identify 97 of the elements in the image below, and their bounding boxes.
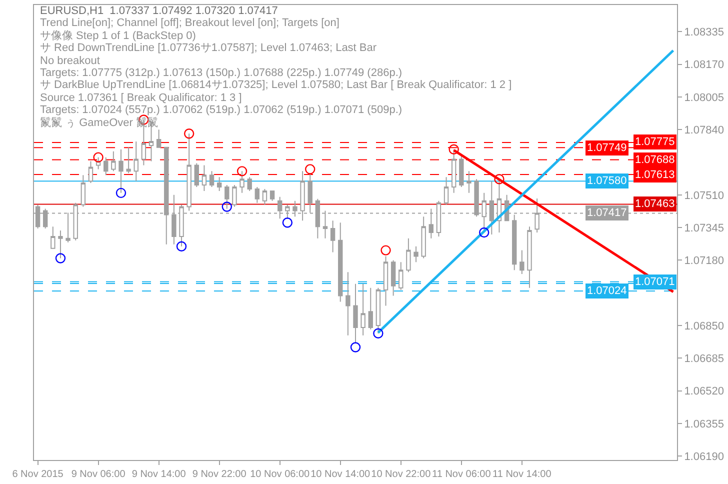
point (236, 166, 248, 176)
candlestick (104, 156, 108, 176)
candlestick (156, 129, 162, 148)
point (116, 188, 126, 198)
annotation: サ Red DownTrendLine [1.07736サ1.07587]; Level 1.07463; Last Bar (40, 42, 377, 54)
point (350, 342, 361, 352)
x-tick-label: 9 Nov 06:00 (71, 469, 126, 480)
candlestick (459, 154, 464, 188)
candlestick (520, 250, 524, 275)
ref-line-label: 1.07775 (635, 136, 675, 148)
x-tick-label: 11 Nov 14:00 (492, 469, 552, 480)
point (380, 245, 391, 256)
candlestick (444, 176, 449, 206)
ref-line-label: 1.07417 (587, 207, 627, 219)
ref-line-label: 1.07749 (587, 142, 627, 154)
point (222, 202, 232, 212)
x-tick-label: 10 Nov 14:00 (310, 469, 371, 480)
point (176, 241, 187, 252)
candlestick (50, 226, 56, 249)
point (479, 227, 490, 238)
candlestick (202, 164, 207, 192)
candlestick (88, 160, 94, 184)
y-tick-label: 1.07345 (684, 222, 724, 234)
ref-line-label: 1.07580 (587, 175, 627, 187)
point (93, 152, 104, 162)
candlestick (489, 180, 494, 235)
point (55, 253, 66, 264)
ref-line-label: 1.07688 (635, 154, 675, 166)
candlestick (398, 262, 404, 290)
chart-title: EURUSD,H1 1.07337 1.07492 1.07320 1.07417 (40, 5, 278, 17)
candlestick (240, 170, 244, 194)
candlestick (360, 283, 366, 336)
annotation: サ像像 Step 1 of 1 (BackStep 0) (40, 30, 196, 42)
candlestick (368, 287, 373, 330)
candlestick (527, 226, 532, 288)
candlestick (466, 170, 472, 194)
candlestick (346, 272, 350, 336)
ref-line-label: 1.07024 (587, 285, 627, 297)
annotation: Source 1.07361 [ Break Qualificator: 1 3 ] (40, 92, 242, 104)
candlestick (451, 148, 456, 194)
y-tick-label: 1.07180 (684, 255, 724, 268)
candlestick (58, 230, 63, 259)
candlestick (338, 222, 343, 302)
ref-line-label: 1.07463 (635, 198, 675, 210)
point (448, 144, 459, 155)
candlestick (247, 176, 252, 192)
x-tick-label: 6 Nov 2015 (12, 469, 64, 480)
candlestick (111, 150, 116, 172)
candlestick (118, 148, 124, 194)
candlestick (414, 246, 418, 263)
annotation: サ DarkBlue UpTrendLine [1.06814サ1.07325]; Level 1.07580; Last Bar [ Break Qualificator: 1 2 ] (40, 79, 512, 91)
candlestick (421, 216, 426, 259)
y-tick-label: 1.08005 (684, 92, 724, 104)
candlestick (209, 170, 214, 188)
point (184, 128, 194, 139)
candlestick (262, 188, 268, 206)
y-tick-label: 1.07840 (684, 124, 724, 136)
candlestick (134, 141, 138, 182)
candlestick (330, 220, 336, 253)
candlestick (390, 260, 396, 296)
ref-line-label: 1.07613 (635, 169, 675, 181)
candlestick (376, 287, 381, 334)
y-tick-label: 1.08335 (684, 26, 724, 39)
point (305, 164, 316, 174)
candlestick (186, 133, 192, 212)
x-tick-label: 11 Nov 06:00 (432, 469, 492, 480)
candlestick (406, 238, 411, 273)
candlestick (353, 283, 358, 344)
y-tick-label: 1.08170 (684, 59, 724, 72)
point (373, 328, 384, 338)
y-tick-label: 1.07510 (684, 190, 724, 202)
point (282, 218, 293, 228)
point (494, 174, 504, 184)
y-tick-label: 1.06850 (684, 320, 724, 332)
x-tick-label: 10 Nov 06:00 (250, 469, 310, 480)
candlestick (216, 176, 222, 192)
x-tick-label: 9 Nov 14:00 (132, 469, 186, 480)
y-tick-label: 1.06190 (684, 450, 724, 463)
candlestick (232, 184, 237, 208)
candlestick (194, 162, 199, 188)
ref-line-label: 1.07071 (635, 276, 675, 288)
x-tick-label: 10 Nov 22:00 (371, 469, 432, 480)
candlestick (270, 190, 275, 202)
y-tick-label: 1.06685 (684, 352, 724, 365)
candlestick (126, 146, 131, 174)
candlestick (383, 256, 388, 306)
y-tick-label: 1.06520 (684, 386, 724, 398)
annotation: Trend Line[on]; Channel [off]; Breakout level [on]; Targets [on] (40, 17, 340, 29)
candlestick (254, 186, 260, 204)
x-tick-label: 9 Nov 22:00 (192, 469, 247, 480)
candlestick (315, 198, 320, 239)
annotation: No breakout (40, 55, 100, 67)
candlestick (80, 174, 86, 208)
y-tick-label: 1.06355 (684, 418, 724, 430)
annotation: Targets: 1.07775 (312p.) 1.07613 (150p.) 1.07688 (225p.) 1.07749 (286p.) (40, 67, 402, 79)
annotation: Targets: 1.07024 (557p.) 1.07062 (519p.) 1.07062 (519p.) 1.07071 (509p.) (40, 104, 402, 116)
candlestick (224, 184, 230, 210)
